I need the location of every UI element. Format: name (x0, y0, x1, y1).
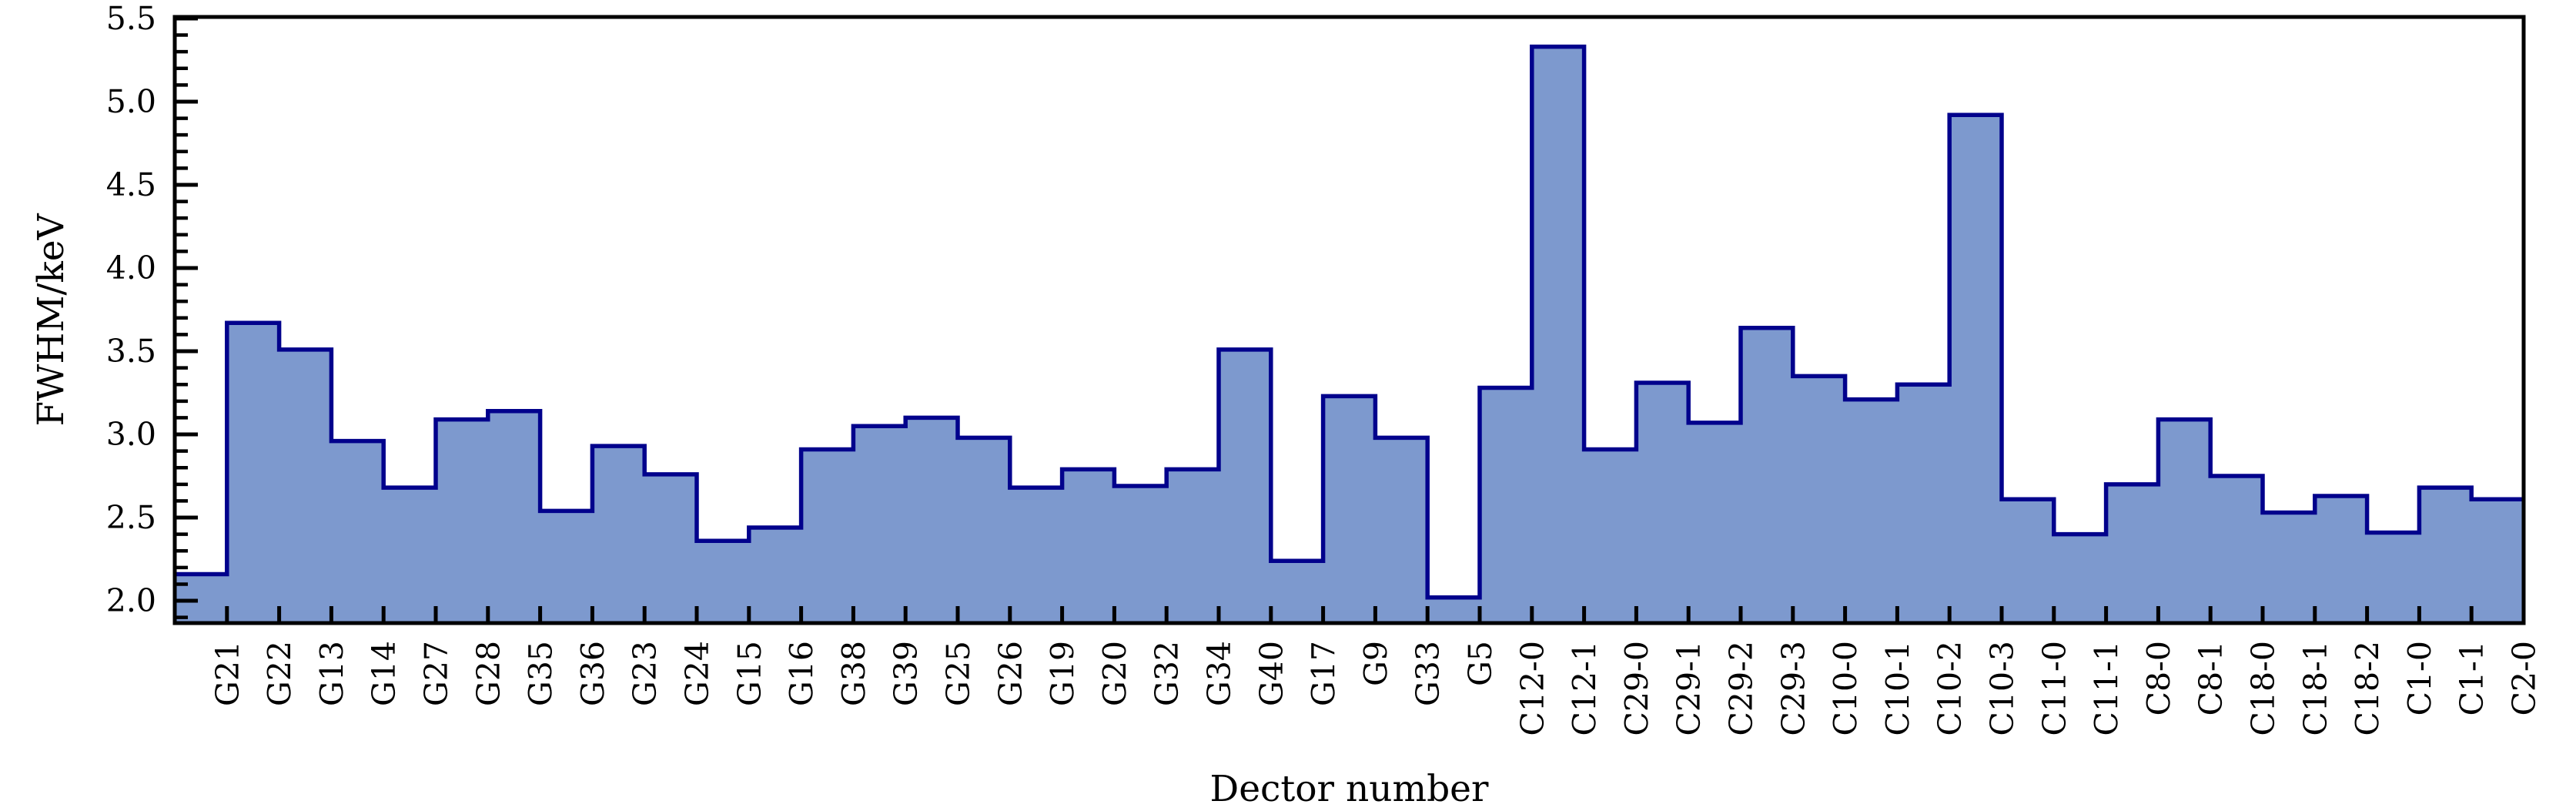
x-tick-label: G38 (835, 641, 872, 706)
x-tick-label: C29-1 (1671, 641, 1708, 736)
x-tick-label: G5 (1462, 641, 1499, 686)
y-tick-label: 3.0 (106, 416, 156, 453)
x-tick-label: G33 (1410, 641, 1447, 706)
x-tick-label: C12-1 (1567, 641, 1604, 736)
x-tick-label: C18-0 (2245, 641, 2282, 736)
y-tick-label: 2.5 (106, 499, 156, 536)
x-tick-label: G17 (1306, 641, 1343, 706)
x-tick-label: C1-1 (2454, 641, 2491, 715)
x-tick-label: C2-0 (2506, 641, 2543, 715)
x-tick-label: C1-0 (2401, 641, 2438, 715)
x-tick-label: G36 (574, 641, 611, 706)
step-fill (175, 46, 2524, 624)
x-tick-label: G13 (313, 641, 350, 706)
x-tick-label: G35 (523, 641, 560, 706)
x-tick-label: C10-2 (1932, 641, 1969, 736)
x-tick-label: C29-2 (1723, 641, 1760, 736)
x-tick-label: G40 (1253, 641, 1290, 706)
y-tick-label: 5.5 (106, 0, 156, 37)
y-tick-label: 5.0 (106, 83, 156, 120)
x-tick-label: G23 (627, 641, 664, 706)
x-tick-label: C18-1 (2297, 641, 2334, 736)
x-tick-label: G25 (940, 641, 977, 706)
x-tick-label: G28 (470, 641, 507, 706)
x-tick-label: C8-0 (2140, 641, 2177, 715)
x-tick-label: G20 (1096, 641, 1133, 706)
x-tick-label: C11-0 (2036, 641, 2073, 736)
x-axis-title: Dector number (1210, 768, 1489, 810)
x-tick-label: G39 (888, 641, 925, 706)
x-tick-label: C11-1 (2089, 641, 2126, 736)
x-tick-label: G22 (262, 641, 299, 706)
x-tick-label: C10-3 (1984, 641, 2021, 736)
x-tick-label: C29-3 (1775, 641, 1812, 736)
x-tick-label: C8-1 (2193, 641, 2230, 715)
plot-area: 2.0 2.5 3.0 3.5 4.0 4.5 5.0 5.5 G21 G22 G13 G14 G27 G… (106, 0, 2543, 736)
step-line (175, 44, 2524, 600)
x-tick-label: G27 (418, 641, 455, 706)
y-tick-label: 2.0 (106, 582, 156, 619)
axes-box (172, 15, 2526, 625)
y-axis-title: FWHM/keV (30, 213, 72, 426)
x-tick-label: G26 (992, 641, 1029, 706)
x-tick-label: G9 (1357, 641, 1394, 686)
y-tick-label: 4.5 (106, 166, 156, 203)
x-tick-label: G16 (784, 641, 821, 706)
y-tick-label: 4.0 (106, 250, 156, 287)
x-tick-label: C29-0 (1618, 641, 1655, 736)
x-tick-label: C10-0 (1828, 641, 1865, 736)
y-tick-label: 3.5 (106, 333, 156, 370)
x-tick-label: G34 (1201, 641, 1238, 706)
x-tick-label: G24 (679, 641, 716, 706)
x-tick-label: G21 (209, 641, 246, 706)
x-tick-label: C10-1 (1879, 641, 1916, 736)
x-tick-label: C12-0 (1514, 641, 1551, 736)
x-tick-label: G19 (1045, 641, 1082, 706)
x-tick-label: C18-2 (2350, 641, 2387, 736)
x-tick-label: G14 (366, 641, 403, 706)
x-tick-label: G15 (731, 641, 768, 706)
x-tick-label: G32 (1149, 641, 1186, 706)
